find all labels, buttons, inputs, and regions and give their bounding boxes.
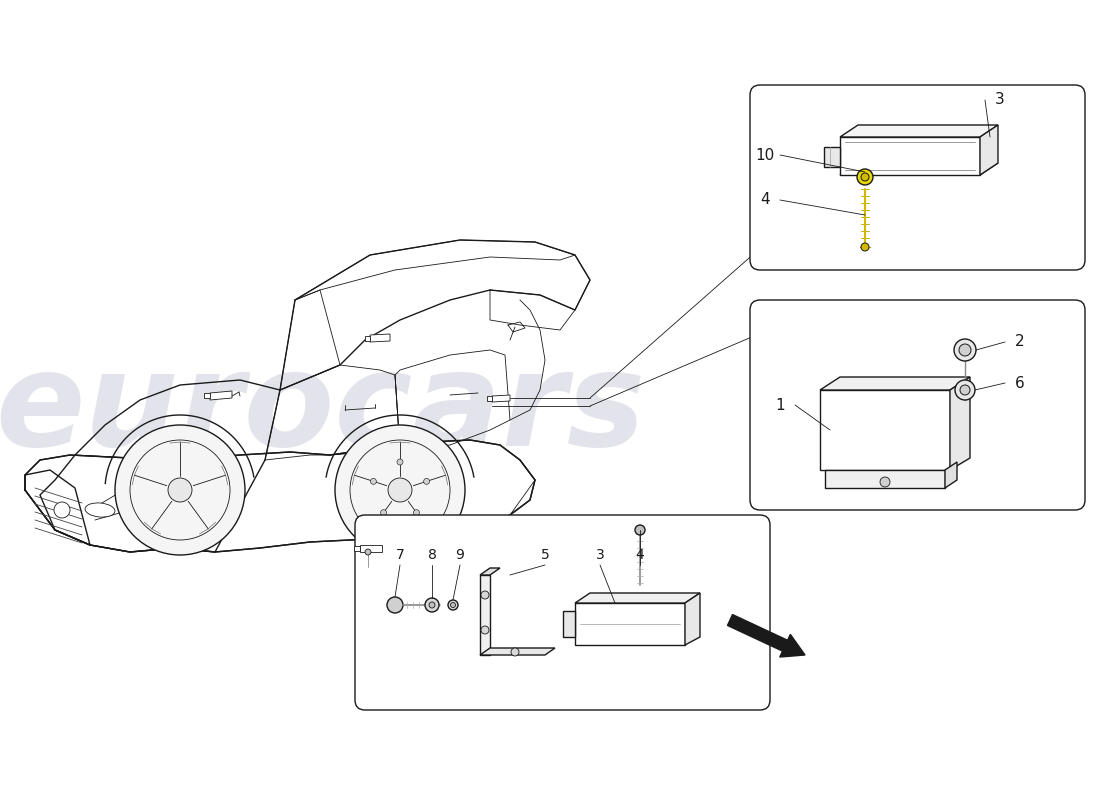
- Circle shape: [387, 597, 403, 613]
- Polygon shape: [480, 648, 556, 655]
- FancyBboxPatch shape: [750, 85, 1085, 270]
- Polygon shape: [840, 137, 980, 175]
- Text: 4: 4: [636, 548, 645, 562]
- Text: 5: 5: [540, 548, 549, 562]
- Circle shape: [336, 425, 465, 555]
- Polygon shape: [840, 163, 998, 175]
- Circle shape: [955, 380, 975, 400]
- Circle shape: [451, 602, 455, 607]
- Polygon shape: [480, 568, 501, 575]
- Text: 3: 3: [595, 548, 604, 562]
- Text: 6: 6: [1015, 375, 1025, 390]
- Polygon shape: [210, 391, 232, 400]
- Polygon shape: [354, 546, 360, 551]
- Polygon shape: [945, 462, 957, 488]
- Polygon shape: [820, 390, 950, 470]
- Polygon shape: [840, 125, 998, 137]
- Circle shape: [880, 477, 890, 487]
- Polygon shape: [950, 377, 970, 470]
- Text: 3: 3: [996, 93, 1005, 107]
- Circle shape: [861, 243, 869, 251]
- Text: eurocars: eurocars: [0, 346, 646, 474]
- Text: 1: 1: [776, 398, 784, 413]
- Polygon shape: [480, 575, 490, 655]
- Circle shape: [429, 602, 434, 608]
- Circle shape: [448, 600, 458, 610]
- FancyBboxPatch shape: [355, 515, 770, 710]
- Polygon shape: [563, 611, 575, 637]
- Text: 2: 2: [1015, 334, 1025, 350]
- Polygon shape: [492, 395, 510, 402]
- Polygon shape: [825, 470, 945, 488]
- Text: 9: 9: [455, 548, 464, 562]
- Circle shape: [481, 591, 490, 599]
- Circle shape: [54, 502, 70, 518]
- Text: 4: 4: [760, 193, 770, 207]
- Polygon shape: [204, 393, 210, 398]
- Text: 7: 7: [396, 548, 405, 562]
- Circle shape: [512, 648, 519, 656]
- Circle shape: [959, 344, 971, 356]
- Circle shape: [168, 478, 192, 502]
- Circle shape: [371, 478, 376, 484]
- Circle shape: [424, 478, 430, 484]
- Polygon shape: [360, 545, 382, 552]
- Text: a passion for parts since 1955: a passion for parts since 1955: [199, 515, 660, 545]
- Circle shape: [861, 173, 869, 181]
- FancyBboxPatch shape: [750, 300, 1085, 510]
- Circle shape: [397, 459, 403, 465]
- Polygon shape: [980, 125, 998, 175]
- Text: 10: 10: [756, 147, 774, 162]
- Circle shape: [481, 626, 490, 634]
- Circle shape: [635, 525, 645, 535]
- Circle shape: [116, 425, 245, 555]
- Circle shape: [414, 510, 419, 516]
- Circle shape: [960, 385, 970, 395]
- Polygon shape: [575, 593, 700, 603]
- Polygon shape: [824, 147, 840, 167]
- Polygon shape: [25, 440, 535, 552]
- Circle shape: [365, 549, 371, 555]
- Polygon shape: [575, 603, 685, 645]
- Circle shape: [954, 339, 976, 361]
- Circle shape: [388, 478, 412, 502]
- Circle shape: [857, 169, 873, 185]
- Circle shape: [425, 598, 439, 612]
- Ellipse shape: [85, 503, 116, 517]
- Polygon shape: [487, 396, 492, 401]
- Polygon shape: [820, 377, 970, 390]
- Polygon shape: [685, 593, 700, 645]
- Text: 8: 8: [428, 548, 437, 562]
- Polygon shape: [365, 336, 370, 341]
- FancyArrow shape: [727, 614, 805, 657]
- Circle shape: [381, 510, 386, 516]
- Polygon shape: [370, 334, 390, 342]
